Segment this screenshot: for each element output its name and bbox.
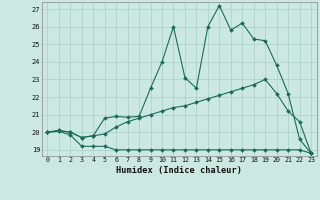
X-axis label: Humidex (Indice chaleur): Humidex (Indice chaleur) — [116, 166, 242, 175]
